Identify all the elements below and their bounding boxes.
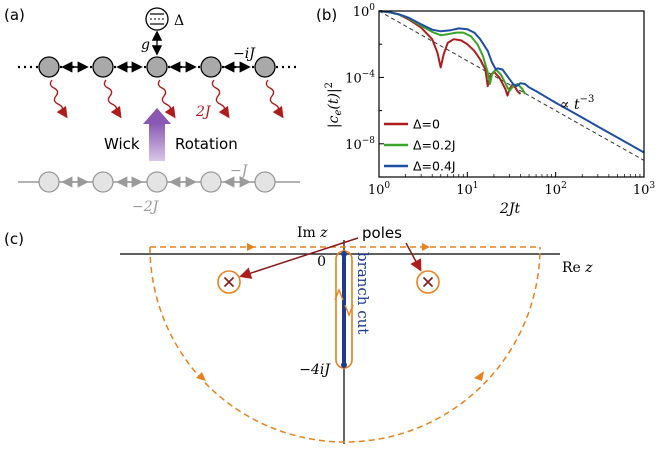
poles-arrow-right: [405, 242, 422, 272]
emitter-atom: [145, 7, 169, 31]
x-tick-label: 100: [368, 181, 391, 198]
series-line-0: [378, 10, 522, 97]
chart-x-label: 2Jt: [499, 201, 521, 217]
pole-left: [217, 270, 241, 294]
integration-contour: [149, 246, 541, 443]
x-tick-label: 101: [456, 181, 478, 198]
chart-ticks: 100 101 102 103 100 10−4 10−8: [345, 3, 655, 198]
legend-entry: Δ=0.4J: [413, 159, 456, 174]
decay-arrows: [49, 79, 284, 119]
wick-rotation-arrow: [143, 108, 171, 161]
series-line-2: [378, 10, 645, 154]
coupling-bottom-label: −J: [230, 163, 249, 179]
chart-series: [378, 10, 645, 161]
wick-label: Wick: [104, 135, 140, 153]
g-label: g: [141, 37, 150, 53]
chart-y-label: |ce(t)|2: [324, 82, 344, 128]
top-chain-sites: [38, 56, 276, 78]
poles-label: poles: [362, 224, 402, 242]
onsite-bottom-label: −2J: [132, 199, 160, 215]
panel-a-label: (a): [4, 6, 25, 24]
y-tick-label: 10−4: [345, 69, 375, 86]
origin-label: 0: [317, 254, 326, 270]
svg-text:|ce(t)|2: |ce(t)|2: [324, 82, 344, 128]
panel-a: (a) Δ g −iJ: [4, 6, 300, 215]
panel-b: (b) |ce(t)|2 100 101 102 103 100 10−4 10−8 2Jt…: [316, 3, 655, 217]
decay-label: 2J: [195, 104, 212, 120]
branch-bottom-label: −4iJ: [299, 362, 331, 378]
chart-annotation: ∝ t−3: [560, 94, 594, 113]
x-tick-label: 103: [633, 181, 656, 198]
re-axis-label: Re z: [562, 260, 593, 276]
pole-right: [416, 270, 440, 294]
y-tick-label: 10−8: [345, 136, 375, 153]
chart-legend: Δ=0 Δ=0.2J Δ=0.4J: [384, 117, 456, 174]
x-tick-label: 102: [545, 181, 567, 198]
series-line-1: [378, 10, 526, 95]
poles-arrow-left: [239, 237, 359, 279]
coupling-top-label: −iJ: [233, 46, 256, 62]
im-axis-label: Im z: [297, 225, 328, 241]
bottom-chain-sites: [38, 171, 276, 193]
chart-plot-frame: [378, 10, 645, 178]
panel-c-label: (c): [4, 230, 24, 248]
y-tick-label: 100: [353, 3, 376, 20]
panel-b-label: (b): [316, 6, 337, 24]
branch-cut-label: branch cut: [354, 252, 372, 334]
series-line-asymptote: [378, 10, 645, 161]
rotation-label: Rotation: [175, 135, 238, 153]
delta-label: Δ: [174, 13, 184, 29]
legend-entry: Δ=0: [413, 117, 440, 132]
contour-direction-arrows: [196, 243, 484, 381]
panel-c: (c) Im z Re z 0 −4iJ branch cut: [4, 224, 593, 444]
legend-entry: Δ=0.2J: [413, 138, 456, 153]
branch-cut: [334, 250, 354, 369]
